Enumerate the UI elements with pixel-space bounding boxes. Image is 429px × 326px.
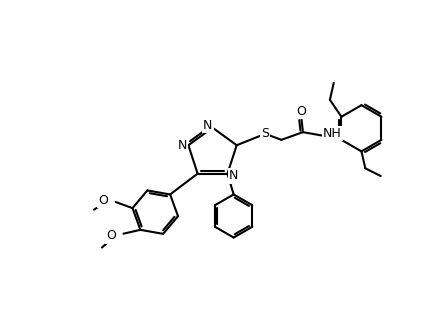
Text: N: N — [203, 119, 213, 132]
Text: N: N — [229, 170, 239, 183]
Text: O: O — [106, 230, 116, 243]
Text: N: N — [178, 139, 187, 152]
Text: NH: NH — [323, 127, 341, 140]
Text: O: O — [296, 105, 306, 118]
Text: O: O — [98, 194, 108, 207]
Text: S: S — [261, 127, 269, 140]
